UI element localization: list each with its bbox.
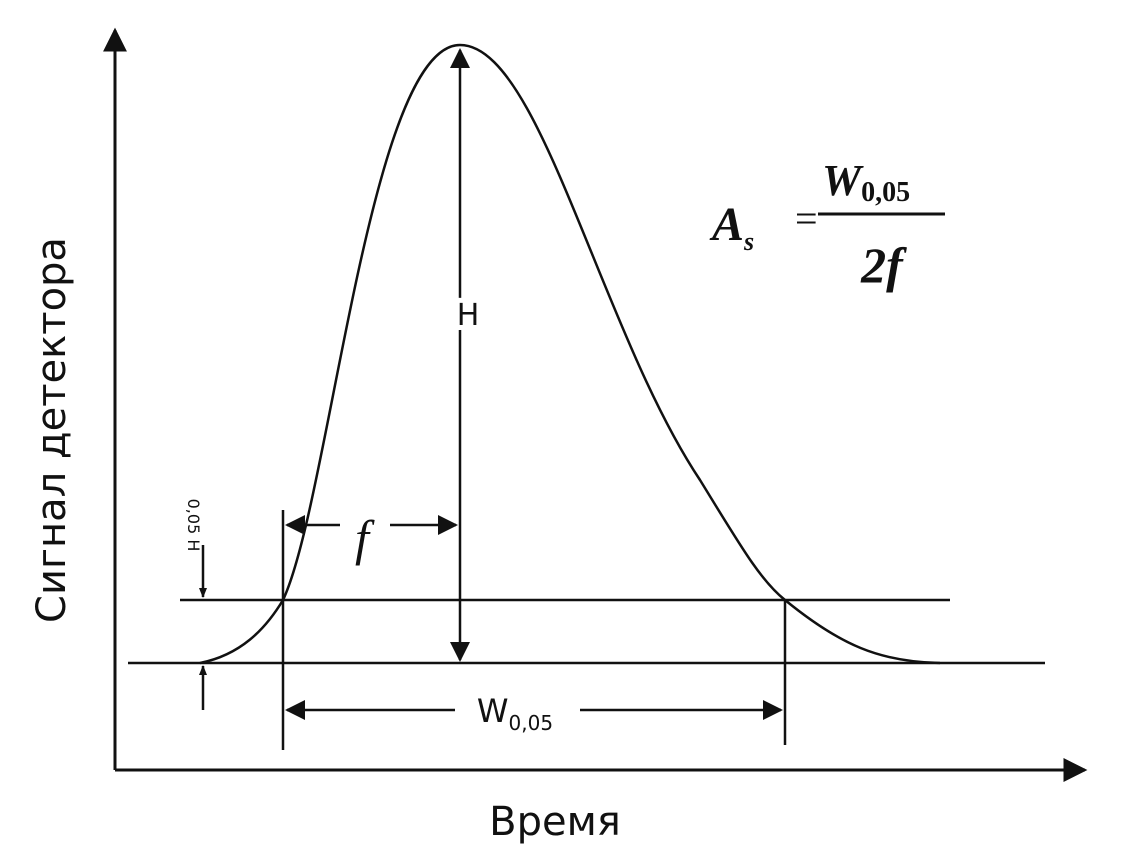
- peak-curve: [199, 43, 941, 665]
- y-axis-label: Сигнал детектора: [29, 237, 75, 623]
- formula: As = W0,05 2f: [709, 156, 945, 293]
- numerator-main: W: [822, 156, 864, 205]
- lhs-sub: s: [743, 227, 754, 256]
- formula-denominator: 2f: [860, 237, 907, 293]
- threshold-label: 0,05 H: [184, 499, 203, 552]
- width-label: W0,05: [477, 692, 553, 735]
- lhs-main: A: [709, 198, 744, 251]
- numerator-sub: 0,05: [861, 177, 910, 208]
- width-main: W: [477, 692, 509, 730]
- formula-equals: =: [795, 196, 818, 241]
- formula-numerator: W0,05: [822, 156, 910, 208]
- width-sub: 0,05: [509, 711, 554, 735]
- height-label: H: [457, 298, 480, 333]
- half-width-label: f: [355, 510, 375, 566]
- formula-lhs: As: [709, 198, 754, 256]
- x-axis-label: Время: [489, 799, 621, 845]
